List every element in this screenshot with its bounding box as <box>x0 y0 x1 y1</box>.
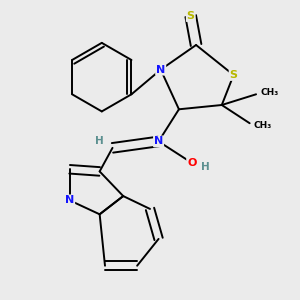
Text: N: N <box>156 64 165 75</box>
Text: S: S <box>230 70 238 80</box>
Text: O: O <box>187 158 196 168</box>
Text: CH₃: CH₃ <box>260 88 279 97</box>
Text: H: H <box>201 162 210 172</box>
Text: N: N <box>65 195 74 206</box>
Text: S: S <box>187 11 195 21</box>
Text: H: H <box>95 136 104 146</box>
Text: N: N <box>154 136 163 146</box>
Text: CH₃: CH₃ <box>254 121 272 130</box>
